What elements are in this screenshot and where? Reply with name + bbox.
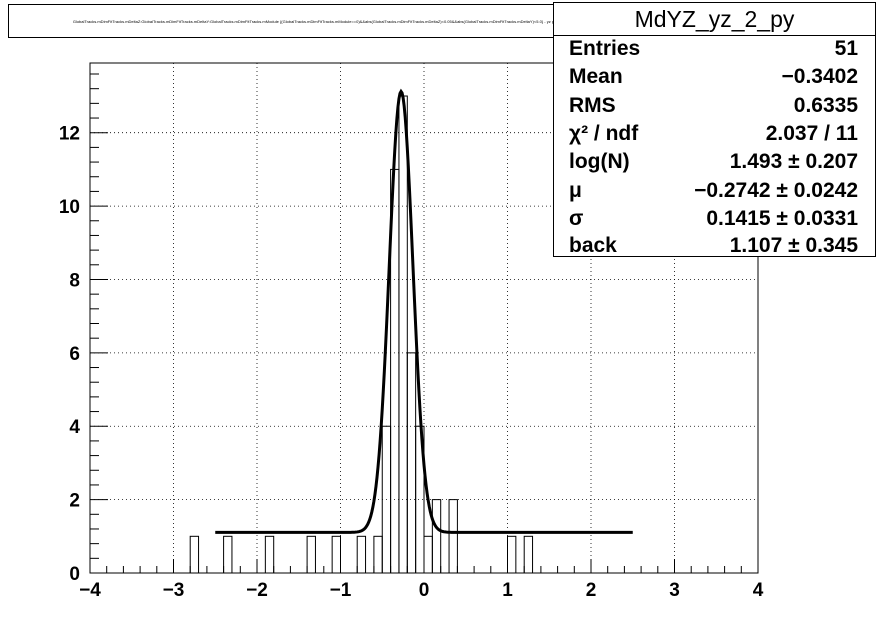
x-tick-label: −3 [163,580,185,601]
stats-label: Mean [569,65,623,88]
stats-row-chi2: χ² / ndf 2.037 / 11 [569,120,858,148]
histogram-bar [448,499,458,574]
stats-label: back [569,234,617,257]
histogram-bar [507,535,517,574]
x-tick-label: 0 [419,580,430,601]
stats-value: 51 [834,37,858,60]
plot-title: GlobalTracks.mDimFitTracks.mDeltaZ:Globa… [72,18,570,24]
fit-curve-layer [215,88,633,534]
histogram-bar [356,535,367,574]
x-tick-label: 2 [586,580,597,601]
y-tick-label: 4 [69,417,80,438]
stats-value: 0.1415 ± 0.0331 [706,207,858,230]
y-axis: 0 2 4 6 8 10 12 [59,73,108,585]
y-tick-label: 10 [59,197,80,218]
stats-value: 2.037 / 11 [765,122,858,145]
histogram-bar [189,535,200,574]
x-tick-label: 1 [502,580,513,601]
x-tick-label: −4 [79,580,101,601]
stats-value: 0.6335 [793,94,858,117]
stats-row-back: back 1.107 ± 0.345 [569,232,858,260]
stats-label: χ² / ndf [569,122,639,145]
y-tick-label: 8 [69,270,80,291]
stats-row-mean: Mean −0.3402 [569,63,858,91]
plot-title-box: GlobalTracks.mDimFitTracks.mDeltaZ:Globa… [8,4,634,38]
stats-row-entries: Entries 51 [569,35,858,63]
stats-row-rms: RMS 0.6335 [569,92,858,120]
stats-histogram-name: MdYZ_yz_2_py [554,3,875,36]
stats-label: σ [569,207,584,230]
histogram-bar [523,535,534,574]
stats-label: RMS [569,94,616,117]
histogram-bar [398,95,408,574]
histogram-bar [373,535,383,574]
histogram-bar [406,352,417,574]
stats-label: Entries [569,37,641,60]
stats-value: −0.3402 [781,65,859,88]
stats-label: log(N) [569,150,630,173]
stats-label: μ [569,179,582,202]
x-tick-label: −1 [330,580,352,601]
stats-row-logn: log(N) 1.493 ± 0.207 [569,148,858,176]
histogram-bar [306,535,316,574]
stats-box: MdYZ_yz_2_py Entries 51 Mean −0.3402 RMS… [553,2,876,257]
y-tick-label: 0 [69,564,80,585]
stats-value: 1.107 ± 0.345 [729,234,858,257]
stats-row-sigma: σ 0.1415 ± 0.0331 [569,205,858,233]
stats-row-mu: μ −0.2742 ± 0.0242 [569,177,858,205]
histogram-bar [264,535,275,574]
x-tick-label: −2 [246,580,268,601]
histogram-bars [189,95,534,574]
histogram-bar [331,535,341,574]
x-axis: −4 −3 −2 −1 0 1 2 3 4 [79,559,764,601]
y-tick-label: 2 [69,491,80,512]
fit-curve [215,88,633,534]
stats-value: −0.2742 ± 0.0242 [694,179,858,202]
x-tick-label: 3 [669,580,680,601]
histogram-bar [223,535,233,574]
stats-value: 1.493 ± 0.207 [729,150,858,173]
y-tick-label: 12 [59,124,80,145]
y-tick-label: 6 [69,344,80,365]
histogram-bar [423,535,433,574]
x-tick-label: 4 [753,580,764,601]
histogram-bar [431,499,442,574]
